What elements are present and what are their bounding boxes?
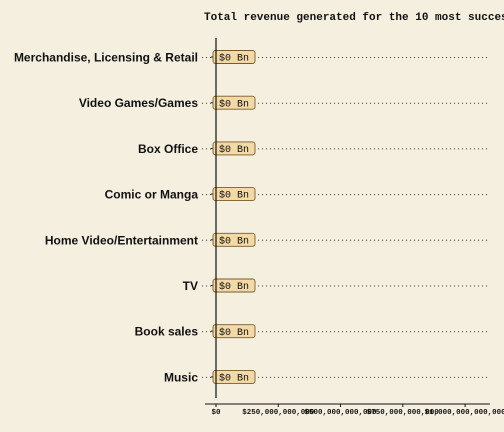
value-label-box [212, 369, 256, 384]
category-label: Music [164, 370, 198, 384]
category-row: Book sales $0 Bn [135, 324, 490, 339]
category-label: Comic or Manga [105, 188, 199, 202]
category-row: Merchandise, Licensing & Retail $0 Bn [14, 50, 490, 65]
x-tick-label: $0 [211, 409, 221, 417]
category-row: Home Video/Entertainment $0 Bn [45, 232, 490, 247]
value-label: $0 Bn [219, 53, 249, 65]
x-tick-label: $500,000,000,000 [305, 409, 378, 417]
chart-rows: Merchandise, Licensing & Retail $0 BnVide… [14, 50, 490, 385]
value-label-box [212, 278, 256, 293]
x-tick-label: $250,000,000,000 [242, 409, 315, 417]
x-tick-label: $750,000,000,000 [367, 409, 440, 417]
value-label-box [212, 232, 256, 247]
category-row: Box Office $0 Bn [138, 141, 490, 156]
value-label-box [212, 187, 256, 202]
value-label: $0 Bn [219, 281, 249, 293]
category-label: Home Video/Entertainment [45, 233, 198, 247]
category-label: Book sales [135, 325, 199, 339]
category-row: Comic or Manga $0 Bn [105, 187, 490, 202]
category-label: Merchandise, Licensing & Retail [14, 51, 198, 65]
value-label-box [212, 141, 256, 156]
category-row: Video Games/Games $0 Bn [79, 95, 490, 110]
value-label: $0 Bn [219, 144, 249, 156]
category-row: Music $0 Bn [164, 369, 490, 385]
value-label-box [212, 324, 256, 339]
x-axis-ticks: $0 $250,000,000,000$500,000,000,000$750,0… [211, 404, 504, 417]
x-tick-label: $1,000,000,000,000 [425, 409, 504, 417]
value-label: $0 Bn [219, 327, 249, 339]
category-label: Box Office [138, 142, 198, 156]
value-label-box [212, 50, 256, 64]
category-label: Video Games/Games [79, 96, 199, 110]
category-row: TV $0 Bn [183, 278, 490, 293]
chart-title: Total revenue generated for the 10 most … [204, 12, 504, 24]
value-label: $0 Bn [219, 373, 249, 385]
value-label-box [212, 95, 256, 110]
value-label: $0 Bn [219, 190, 249, 202]
value-label: $0 Bn [219, 98, 249, 110]
category-label: TV [183, 279, 198, 293]
value-label: $0 Bn [219, 235, 249, 247]
